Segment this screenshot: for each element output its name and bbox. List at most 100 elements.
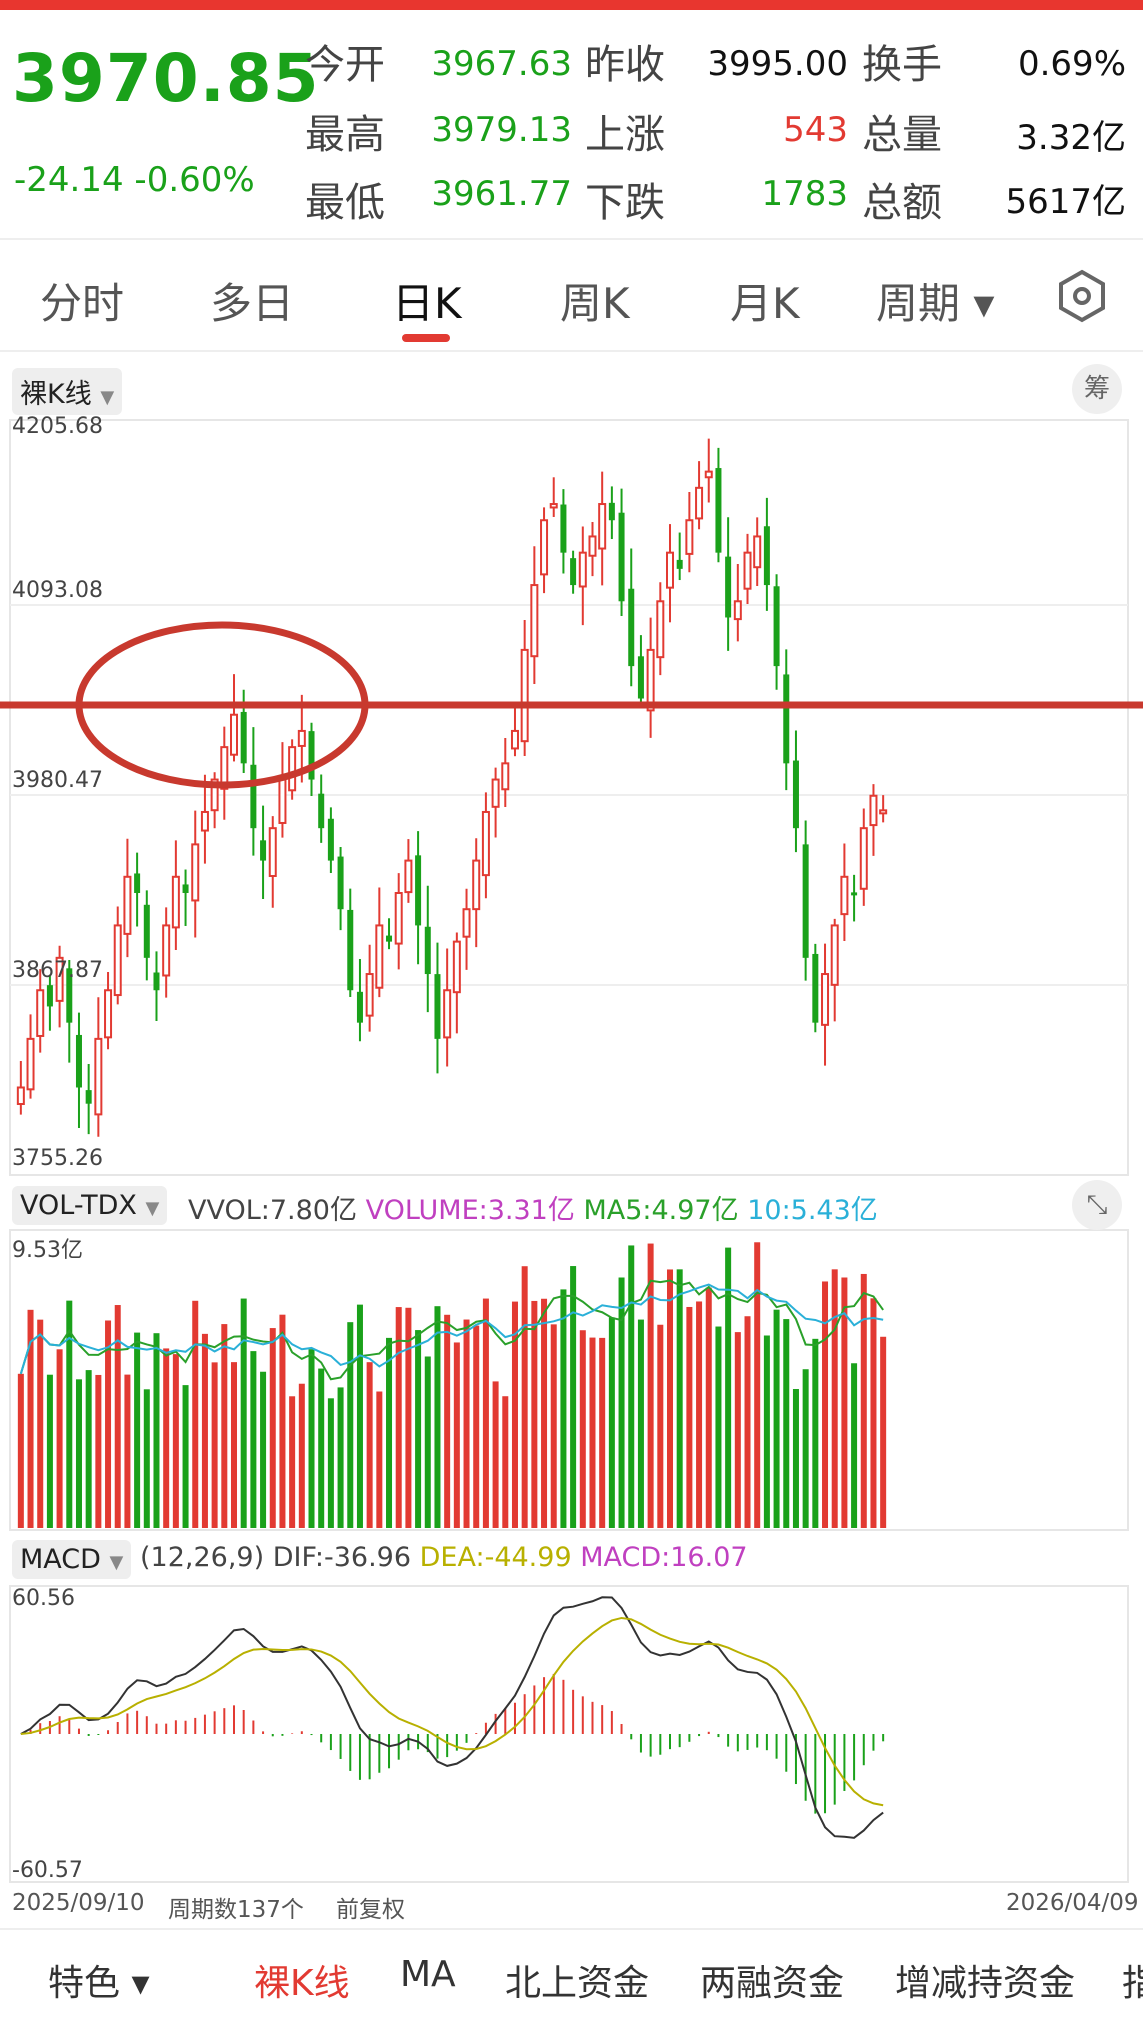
kline-type-label: 裸K线 [20, 379, 92, 410]
start-date: 2025/09/10 [12, 1890, 145, 1916]
volume-bar [182, 1385, 189, 1528]
volume-bar [395, 1307, 402, 1528]
candle-body [608, 502, 615, 521]
end-date: 2026/04/09 [1006, 1890, 1139, 1916]
volume-bar [405, 1307, 412, 1528]
y-axis-label: 3755.26 [12, 1146, 103, 1171]
stat-value: 3961.77 [431, 174, 572, 214]
volume-bar [289, 1396, 296, 1528]
volume-bar [550, 1324, 557, 1528]
candle-body [743, 551, 752, 590]
chevron-down-icon: ▼ [109, 1552, 124, 1573]
expand-icon[interactable]: ⤡ [1072, 1180, 1122, 1230]
candle-body [434, 974, 441, 1039]
stat-value: 0.69% [1017, 44, 1126, 84]
active-tab-indicator [402, 334, 450, 342]
volume-bar [531, 1300, 538, 1528]
volume-bar [85, 1370, 92, 1528]
volume-bar [230, 1362, 238, 1528]
chip-distribution-button[interactable]: 筹 [1072, 364, 1122, 414]
volume-bar [802, 1369, 809, 1528]
candle-body [879, 809, 888, 815]
volume-bar [163, 1348, 170, 1528]
stat-value: 5617亿 [1005, 182, 1126, 222]
candle-body [685, 519, 694, 555]
chart-canvas[interactable] [0, 410, 1143, 1970]
bottom-tab-2[interactable]: MA [400, 1954, 456, 1995]
volume-bar [27, 1309, 34, 1528]
candle-body [840, 875, 849, 916]
bottom-tab-5[interactable]: 增减持资金 [895, 1963, 1076, 2004]
volume-bar [831, 1269, 838, 1528]
volume-indicator-select[interactable]: VOL-TDX ▼ [12, 1186, 168, 1225]
volume-bar [114, 1305, 121, 1528]
tab-1[interactable]: 多日 [210, 279, 295, 328]
candle-body [598, 503, 607, 550]
candle-body [94, 1037, 103, 1116]
volume-ma5-line [19, 1279, 884, 1381]
candle-body [220, 746, 229, 790]
volume-max-label: 9.53亿 [12, 1238, 83, 1263]
stat-label: 今开 [305, 42, 385, 88]
stat-label: 最高 [305, 112, 385, 158]
volume-bar [134, 1332, 141, 1528]
chevron-down-icon: ▼ [145, 1198, 160, 1219]
bottom-tab-4[interactable]: 两融资金 [700, 1963, 845, 2004]
candle-body [830, 924, 839, 986]
candle-body [46, 985, 53, 1007]
volume-bar [773, 1309, 780, 1528]
volume-bar [308, 1349, 315, 1528]
candle-body [869, 794, 878, 827]
bottom-tab-6[interactable]: 指 [1122, 1963, 1143, 2004]
volume-bar [424, 1356, 431, 1528]
stat-label: 总量 [862, 112, 942, 158]
macd-indicator-select[interactable]: MACD ▼ [12, 1540, 132, 1579]
tab-2[interactable]: 日K [392, 279, 462, 328]
tab-4[interactable]: 月K [730, 279, 800, 328]
candle-body [733, 600, 742, 621]
tab-3[interactable]: 周K [560, 279, 630, 328]
bottom-tab-1[interactable]: 裸K线 [254, 1963, 350, 2004]
tab-0[interactable]: 分时 [40, 279, 125, 328]
candle-body [182, 884, 189, 894]
candle-body [481, 810, 490, 877]
volume-bar [812, 1338, 819, 1528]
price-change: -24.14 -0.60% [14, 160, 255, 200]
candle-body [520, 648, 529, 743]
candle-body [763, 526, 770, 586]
kline-type-select[interactable]: 裸K线 ▼ [12, 368, 123, 415]
stat-label: 总额 [862, 180, 942, 226]
tab-5[interactable]: 周期 ▾ [876, 279, 995, 328]
candle-body [123, 875, 132, 935]
candle-body [452, 940, 461, 994]
candle-body [821, 973, 830, 1026]
candle-body [510, 729, 519, 750]
candle-body [268, 827, 277, 878]
candle-body [530, 584, 539, 658]
volume-bar [744, 1316, 751, 1528]
candle-body [725, 556, 732, 618]
candle-body [415, 855, 422, 926]
volume-bar [734, 1332, 741, 1528]
macd-max-label: 60.56 [12, 1586, 75, 1611]
volume-bar [56, 1349, 63, 1528]
volume-bar [279, 1314, 286, 1528]
volume-bar [657, 1324, 664, 1528]
ma10-value: 10:5.43亿 [747, 1195, 878, 1226]
macd-min-label: -60.57 [12, 1858, 83, 1883]
bottom-tab-3[interactable]: 北上资金 [505, 1963, 650, 2004]
highlight-ellipse [75, 621, 369, 789]
volume-bar [822, 1281, 829, 1528]
bottom-tab-0[interactable]: 特色 ▾ [48, 1963, 150, 2004]
candle-body [618, 512, 625, 602]
y-axis-label: 4205.68 [12, 414, 103, 439]
settings-hexagon-icon[interactable] [1054, 268, 1110, 324]
volume-bar [201, 1333, 208, 1528]
bottom-indicator-bar: 特色 ▾ 裸K线 MA 北上资金 两融资金 增减持资金 指 [0, 1928, 1143, 2032]
candle-body [66, 968, 73, 1023]
volume-bar [17, 1373, 24, 1528]
candle-body [191, 843, 200, 902]
volume-bar [260, 1371, 267, 1528]
volume-bar [541, 1298, 548, 1528]
candle-body [424, 926, 431, 975]
